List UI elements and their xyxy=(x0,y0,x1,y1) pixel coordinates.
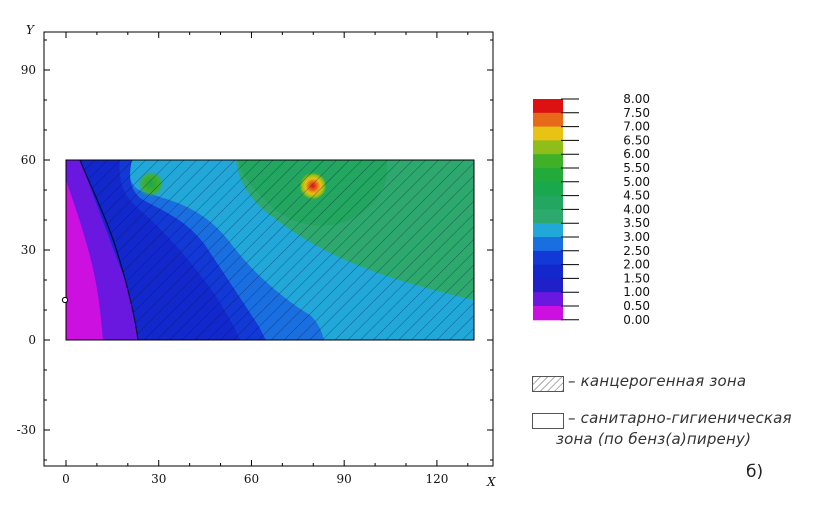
source-point-marker xyxy=(61,296,69,304)
colorbar-swatch xyxy=(533,99,563,114)
colorbar-label: 2.50 xyxy=(623,244,650,258)
y-axis-label: Y xyxy=(26,23,35,37)
colorbar-swatch xyxy=(533,278,563,293)
colorbar-label: 5.50 xyxy=(623,161,650,175)
y-tick-label: -30 xyxy=(17,423,36,437)
colorbar-label: 5.00 xyxy=(623,175,650,189)
legend-hatched-label: – канцерогенная зона xyxy=(568,372,747,390)
x-axis-label: X xyxy=(486,475,496,489)
colorbar-swatch xyxy=(533,154,563,169)
y-tick-label: 60 xyxy=(21,153,36,167)
colorbar-swatch xyxy=(533,209,563,224)
y-tick-label: 0 xyxy=(28,333,36,347)
colorbar: 8.007.507.006.506.005.505.004.504.003.50… xyxy=(533,92,650,327)
figure-caption: б) xyxy=(746,462,764,482)
colorbar-swatch xyxy=(533,250,563,266)
carcinogenic-zone-hatch xyxy=(80,160,474,340)
colorbar-swatch xyxy=(533,292,563,307)
colorbar-label: 3.50 xyxy=(623,216,650,230)
legend-white-swatch xyxy=(532,413,564,429)
colorbar-label: 4.00 xyxy=(623,202,650,216)
colorbar-swatch xyxy=(533,223,563,238)
y-tick-label: 30 xyxy=(21,243,36,257)
colorbar-label: 8.00 xyxy=(623,92,650,106)
colorbar-label: 6.50 xyxy=(623,133,650,147)
x-tick-label: 30 xyxy=(151,472,166,486)
colorbar-label: 7.50 xyxy=(623,106,650,120)
colorbar-swatch xyxy=(533,181,563,197)
contour-band-0.0 xyxy=(66,180,103,340)
x-axis-ticks: 0 30 60 90 120 xyxy=(62,32,469,486)
colorbar-label: 7.00 xyxy=(623,120,650,134)
colorbar-label: 1.00 xyxy=(623,285,650,299)
colorbar-swatch xyxy=(533,306,563,321)
colorbar-label: 1.50 xyxy=(623,271,650,285)
legend-white-label-2: зона (по бенз(а)пирену) xyxy=(556,430,752,448)
contour-field xyxy=(61,159,475,341)
colorbar-swatch xyxy=(533,237,563,252)
colorbar-label: 0.00 xyxy=(623,313,650,327)
x-tick-label: 0 xyxy=(62,472,70,486)
colorbar-label: 0.50 xyxy=(623,299,650,313)
colorbar-label: 3.00 xyxy=(623,230,650,244)
y-tick-label: 90 xyxy=(21,63,36,77)
colorbar-label: 2.00 xyxy=(623,258,650,272)
colorbar-label: 6.00 xyxy=(623,147,650,161)
domain-outline xyxy=(65,159,475,341)
colorbar-swatch xyxy=(533,126,563,141)
plot-frame xyxy=(43,31,494,467)
colorbar-swatch xyxy=(533,168,563,183)
legend-white-label-1: – санитарно-гигиеническая xyxy=(568,409,792,427)
x-tick-label: 90 xyxy=(337,472,352,486)
legend-hatched-swatch xyxy=(532,376,564,392)
colorbar-swatch xyxy=(533,112,563,128)
colorbar-label: 4.50 xyxy=(623,189,650,203)
x-tick-label: 120 xyxy=(425,472,448,486)
x-tick-label: 60 xyxy=(244,472,259,486)
colorbar-swatch xyxy=(533,264,563,279)
colorbar-swatch xyxy=(533,140,563,155)
carcinogenic-zone-boundary xyxy=(79,160,139,340)
colorbar-swatch xyxy=(533,195,563,210)
y-axis-ticks: -30 0 30 60 90 xyxy=(17,39,493,461)
